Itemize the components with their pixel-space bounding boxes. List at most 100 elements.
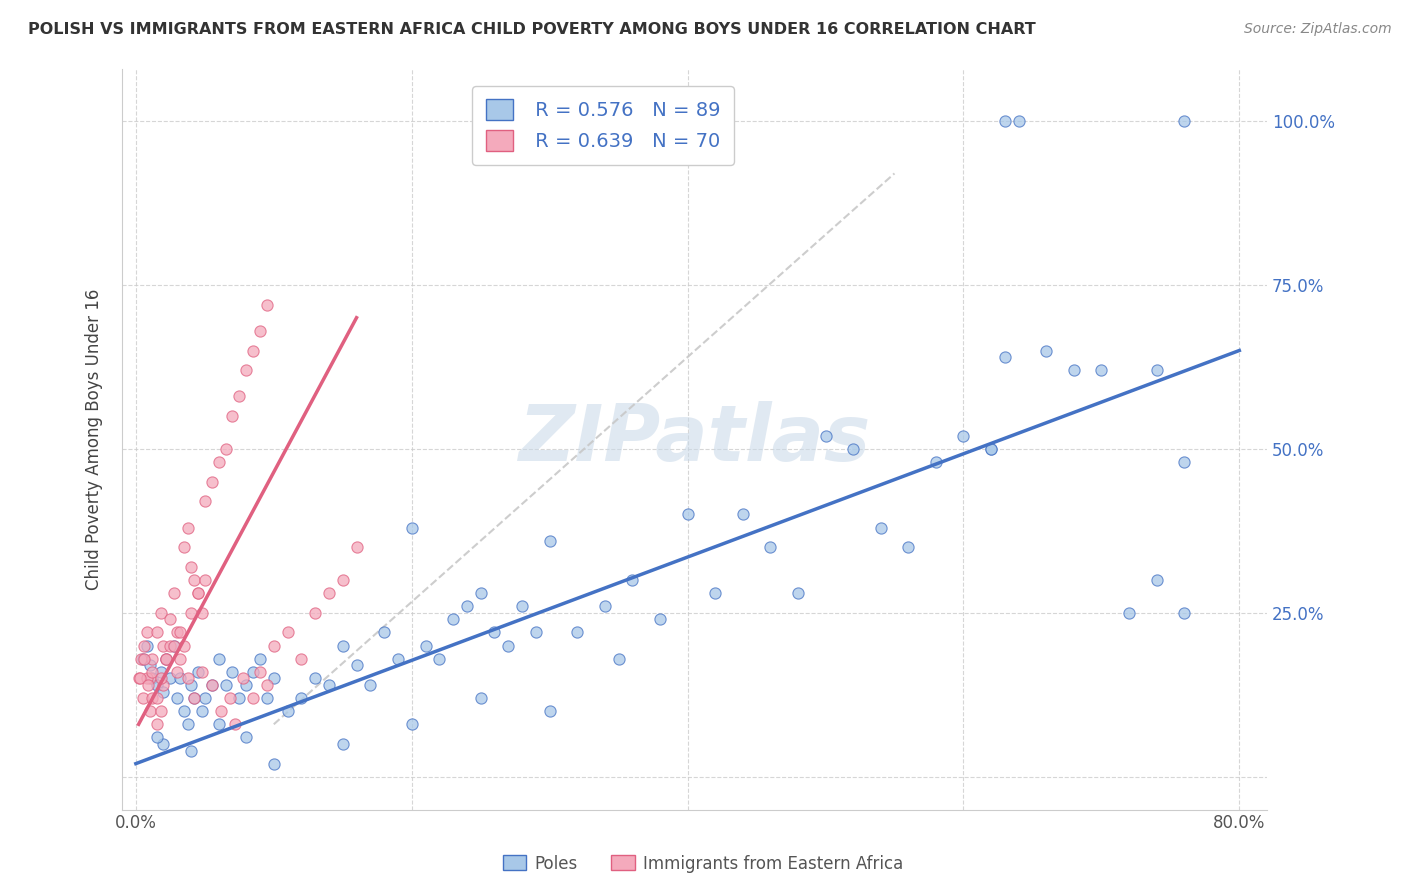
Point: [224, 717, 246, 731]
Point: [132, 691, 155, 706]
Point: [169, 672, 191, 686]
Point: [524, 625, 547, 640]
Point: [607, 651, 630, 665]
Point: [232, 672, 254, 686]
Point: [163, 639, 186, 653]
Point: [152, 678, 174, 692]
Point: [249, 324, 271, 338]
Point: [135, 672, 157, 686]
Point: [242, 691, 264, 706]
Point: [228, 389, 250, 403]
Point: [359, 678, 381, 692]
Point: [152, 639, 174, 653]
Point: [318, 678, 340, 692]
Point: [155, 651, 177, 665]
Point: [138, 658, 160, 673]
Point: [952, 429, 974, 443]
Text: POLISH VS IMMIGRANTS FROM EASTERN AFRICA CHILD POVERTY AMONG BOYS UNDER 16 CORRE: POLISH VS IMMIGRANTS FROM EASTERN AFRICA…: [28, 22, 1036, 37]
Point: [470, 586, 492, 600]
Point: [145, 678, 167, 692]
Point: [401, 520, 423, 534]
Point: [277, 625, 299, 640]
Point: [169, 625, 191, 640]
Point: [166, 691, 188, 706]
Point: [173, 639, 195, 653]
Point: [149, 665, 172, 679]
Point: [173, 704, 195, 718]
Point: [925, 455, 948, 469]
Point: [704, 586, 727, 600]
Point: [218, 691, 240, 706]
Point: [387, 651, 409, 665]
Point: [201, 678, 224, 692]
Point: [183, 691, 205, 706]
Point: [427, 651, 450, 665]
Point: [980, 442, 1002, 456]
Point: [346, 540, 368, 554]
Point: [177, 520, 200, 534]
Point: [242, 343, 264, 358]
Point: [152, 737, 174, 751]
Point: [132, 651, 155, 665]
Point: [221, 665, 243, 679]
Point: [1173, 114, 1195, 128]
Point: [242, 665, 264, 679]
Point: [194, 573, 217, 587]
Point: [373, 625, 395, 640]
Point: [256, 691, 278, 706]
Point: [1007, 114, 1029, 128]
Point: [842, 442, 865, 456]
Point: [155, 651, 177, 665]
Point: [187, 586, 209, 600]
Point: [538, 533, 561, 548]
Point: [152, 684, 174, 698]
Point: [135, 625, 157, 640]
Point: [183, 691, 205, 706]
Point: [593, 599, 616, 614]
Point: [415, 639, 437, 653]
Point: [228, 691, 250, 706]
Point: [134, 639, 156, 653]
Point: [135, 639, 157, 653]
Point: [676, 508, 699, 522]
Point: [191, 665, 214, 679]
Point: [145, 731, 167, 745]
Point: [1146, 573, 1168, 587]
Point: [138, 672, 160, 686]
Point: [1035, 343, 1057, 358]
Point: [221, 409, 243, 423]
Point: [290, 651, 312, 665]
Point: [145, 625, 167, 640]
Point: [214, 442, 236, 456]
Point: [332, 737, 354, 751]
Point: [235, 678, 257, 692]
Point: [980, 442, 1002, 456]
Point: [180, 606, 202, 620]
Point: [183, 573, 205, 587]
Point: [141, 665, 163, 679]
Point: [1118, 606, 1140, 620]
Point: [277, 704, 299, 718]
Point: [256, 678, 278, 692]
Point: [191, 704, 214, 718]
Point: [166, 665, 188, 679]
Point: [180, 678, 202, 692]
Point: [318, 586, 340, 600]
Point: [145, 717, 167, 731]
Point: [166, 625, 188, 640]
Point: [869, 520, 891, 534]
Point: [163, 639, 186, 653]
Point: [128, 672, 150, 686]
Point: [496, 639, 519, 653]
Point: [304, 606, 326, 620]
Point: [141, 691, 163, 706]
Point: [249, 665, 271, 679]
Point: [155, 651, 177, 665]
Point: [177, 672, 200, 686]
Point: [129, 672, 152, 686]
Point: [207, 455, 229, 469]
Point: [187, 586, 209, 600]
Point: [159, 639, 181, 653]
Point: [621, 573, 644, 587]
Point: [194, 494, 217, 508]
